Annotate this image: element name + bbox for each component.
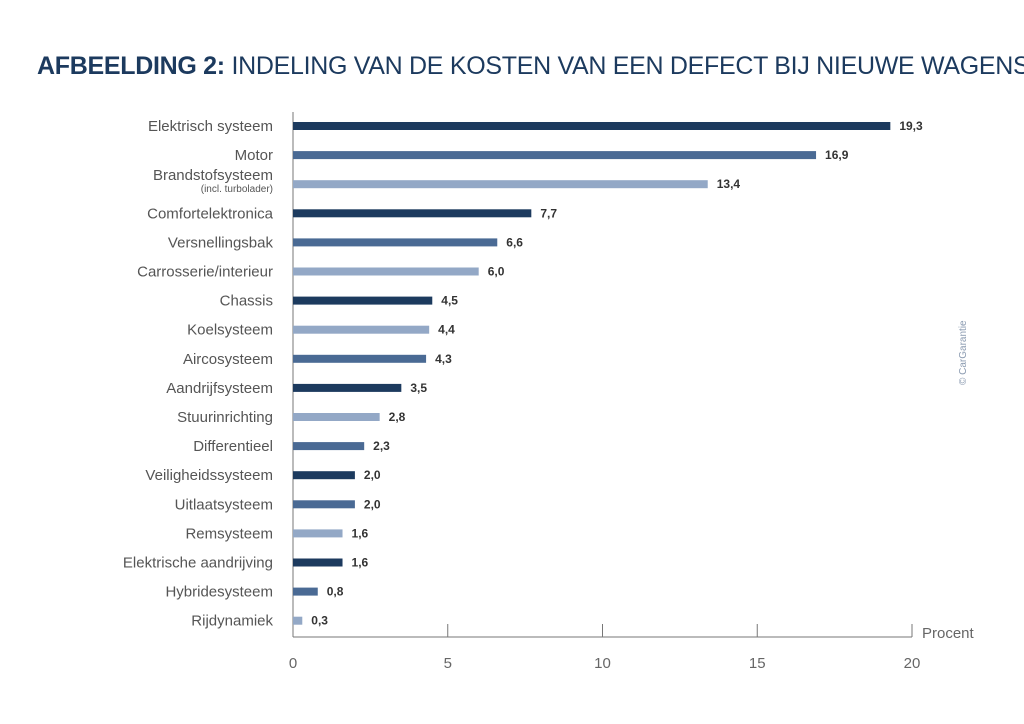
bar bbox=[293, 587, 318, 596]
bar-value-label: 4,4 bbox=[438, 323, 455, 337]
bar-value-label: 4,3 bbox=[435, 352, 452, 366]
category-label: Versnellingsbak bbox=[168, 234, 274, 251]
bar-value-label: 2,0 bbox=[364, 497, 381, 511]
bar bbox=[293, 238, 498, 247]
category-label: Elektrische aandrijving bbox=[123, 555, 273, 572]
bar-value-label: 2,3 bbox=[373, 439, 390, 453]
category-label: Remsysteem bbox=[185, 525, 273, 542]
bar-value-label: 13,4 bbox=[717, 177, 741, 191]
bar bbox=[293, 354, 427, 363]
bar bbox=[293, 325, 430, 334]
bar bbox=[293, 471, 355, 480]
category-label: Rijdynamiek bbox=[191, 613, 273, 630]
bar-value-label: 2,0 bbox=[364, 468, 381, 482]
bar-value-label: 2,8 bbox=[389, 410, 406, 424]
category-label: Veiligheidssysteem bbox=[145, 467, 273, 484]
bar-value-label: 6,0 bbox=[488, 265, 505, 279]
copyright-credit: © CarGarantie bbox=[958, 320, 969, 385]
bar bbox=[293, 151, 817, 160]
category-label: Stuurinrichting bbox=[177, 409, 273, 426]
bar bbox=[293, 413, 380, 421]
bar bbox=[293, 442, 365, 451]
category-label: Motor bbox=[235, 147, 273, 164]
category-label: Comfortelektronica bbox=[147, 205, 274, 222]
chart-title-bold: AFBEELDING 2: bbox=[37, 52, 225, 80]
x-tick-label: 5 bbox=[444, 655, 452, 672]
x-tick-label: 20 bbox=[904, 655, 921, 672]
bar bbox=[293, 296, 433, 305]
bar bbox=[293, 267, 479, 276]
bar-value-label: 1,6 bbox=[352, 526, 369, 540]
bar-value-label: 4,5 bbox=[441, 294, 458, 308]
chart-title-text: INDELING VAN DE KOSTEN VAN EEN DEFECT BI… bbox=[231, 52, 1024, 80]
bar-value-label: 6,6 bbox=[506, 235, 523, 249]
category-sublabel: (incl. turbolader) bbox=[201, 184, 273, 195]
bar bbox=[293, 529, 343, 538]
bar bbox=[293, 209, 532, 218]
category-label: Carrosserie/interieur bbox=[137, 264, 273, 281]
bar-value-label: 16,9 bbox=[825, 148, 849, 162]
x-tick-label: 15 bbox=[749, 655, 766, 672]
bar bbox=[293, 500, 355, 509]
bar-value-label: 0,3 bbox=[311, 614, 328, 628]
bar bbox=[293, 122, 891, 130]
bar-value-label: 3,5 bbox=[410, 381, 427, 395]
category-label: Hybridesysteem bbox=[165, 584, 273, 601]
bar-value-label: 0,8 bbox=[327, 585, 344, 599]
category-label: Elektrisch systeem bbox=[148, 118, 273, 135]
x-tick-label: 10 bbox=[594, 655, 611, 672]
category-label: Chassis bbox=[220, 293, 273, 310]
bar bbox=[293, 180, 708, 189]
category-label: Aircosysteem bbox=[183, 351, 273, 368]
bar-value-label: 1,6 bbox=[352, 556, 369, 570]
category-label: Koelsysteem bbox=[187, 322, 273, 339]
category-label: Aandrijfsysteem bbox=[166, 380, 273, 397]
category-label: Brandstofsysteem bbox=[153, 167, 273, 184]
category-label: Differentieel bbox=[193, 438, 273, 455]
bar bbox=[293, 558, 343, 567]
category-label: Uitlaatsysteem bbox=[175, 496, 273, 513]
bar-value-label: 19,3 bbox=[899, 119, 923, 133]
chart-title: AFBEELDING 2: INDELING VAN DE KOSTEN VAN… bbox=[37, 52, 1024, 81]
x-axis-label: Procent bbox=[922, 625, 975, 642]
bar bbox=[293, 383, 402, 392]
bar bbox=[293, 616, 303, 625]
bar-value-label: 7,7 bbox=[540, 206, 557, 220]
x-tick-label: 0 bbox=[289, 655, 297, 672]
